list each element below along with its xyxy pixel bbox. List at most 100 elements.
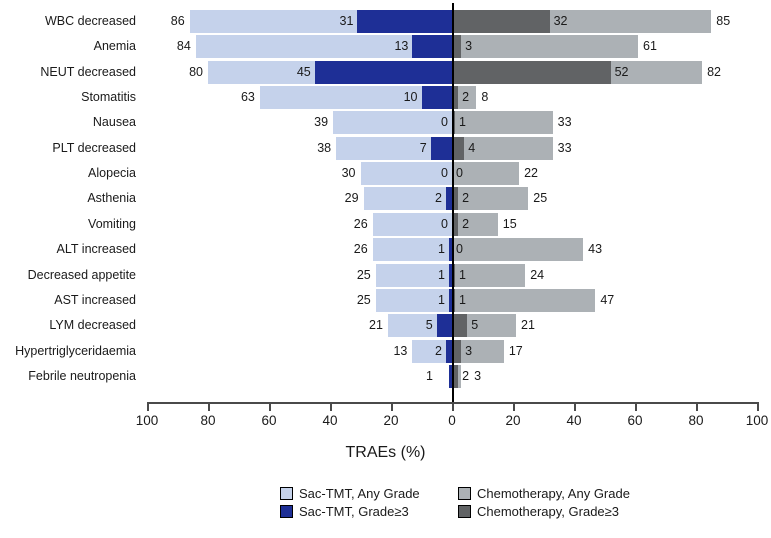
x-axis-tick-label: 100 (745, 413, 769, 428)
bar-chemo-any-grade (452, 86, 477, 110)
x-axis-title: TRAEs (%) (345, 444, 426, 461)
x-axis-tick (696, 404, 698, 411)
bar-chemo-grade3 (452, 314, 468, 338)
bar-sac-any-grade (363, 187, 452, 211)
bar-chemo-any-grade (452, 288, 596, 312)
category-label: WBC decreased (44, 14, 136, 28)
bar-chemo-any-grade (452, 187, 529, 211)
bar-chemo-grade3 (452, 212, 459, 236)
bar-chemo-grade3 (452, 35, 462, 59)
value-label-chemo-grade3: 3 (465, 39, 473, 54)
bar-sac-grade3 (357, 10, 452, 33)
x-axis-tick (391, 404, 393, 411)
category-label: NEUT decreased (40, 64, 136, 79)
value-label-chemo-grade3: 2 (462, 191, 470, 206)
x-axis-tick-label: 100 (135, 413, 159, 428)
x-axis-tick-label: 60 (627, 413, 643, 428)
x-axis-tick-label: 20 (505, 413, 521, 428)
legend-swatch-chemotherapy-any-grade (458, 487, 471, 500)
category-label: PLT decreased (52, 140, 136, 155)
category-label: Decreased appetite (27, 267, 136, 282)
bar-chemo-grade3 (452, 364, 459, 388)
x-axis-tick (574, 404, 576, 411)
value-label-chemo-any-grade: 25 (533, 191, 548, 206)
legend-swatch-sac-tmt-grade3 (280, 505, 293, 518)
value-label-chemo-any-grade: 8 (481, 90, 489, 105)
value-label-sac-any-grade: 29 (344, 191, 359, 206)
value-label-chemo-grade3: 1 (459, 292, 466, 307)
bar-sac-any-grade (375, 288, 452, 312)
value-label-sac-any-grade: 25 (356, 292, 371, 307)
bar-sac-grade3 (448, 364, 452, 388)
category-label: LYM decreased (49, 318, 136, 333)
value-label-chemo-grade3: 32 (553, 14, 568, 28)
category-label: Anemia (93, 39, 136, 54)
value-label-sac-grade3: 10 (403, 90, 418, 105)
category-label: AST increased (54, 292, 136, 307)
bar-chemo-any-grade (452, 162, 520, 186)
bar-chemo-any-grade (452, 35, 639, 59)
value-label-chemo-grade3: 2 (462, 216, 470, 231)
x-axis-tick-label: 40 (566, 413, 582, 428)
value-label-sac-any-grade: 25 (356, 267, 371, 282)
value-label-chemo-grade3: 4 (468, 140, 476, 155)
bar-chemo-grade3 (452, 86, 459, 110)
legend-swatch-chemotherapy-grade3 (458, 505, 471, 518)
x-axis-tick (147, 404, 149, 411)
value-label-sac-any-grade: 21 (369, 318, 383, 333)
bar-sac-grade3 (314, 60, 452, 84)
bar-chemo-grade3 (452, 263, 456, 287)
bar-sac-any-grade (336, 136, 452, 160)
x-axis-tick (635, 404, 637, 411)
bar-chemo-grade3 (452, 187, 459, 211)
category-label: Alopecia (88, 166, 136, 181)
value-label-sac-any-grade: 63 (240, 90, 255, 105)
legend: Sac-TMT, Any Grade Chemotherapy, Any Grad… (280, 485, 630, 520)
x-axis-tick (513, 404, 515, 411)
value-label-sac-grade3: 31 (339, 14, 354, 28)
x-axis-tick (208, 404, 210, 411)
bar-chemo-grade3 (452, 136, 465, 160)
value-label-sac-grade3: 1 (437, 267, 445, 282)
bar-sac-any-grade (333, 111, 452, 135)
x-axis-tick (757, 404, 759, 411)
bar-chemo-grade3 (452, 288, 456, 312)
legend-item-chemotherapy-grade3: Chemotherapy, Grade≥3 (458, 503, 630, 520)
value-label-chemo-any-grade: 33 (557, 140, 572, 155)
value-label-sac-any-grade: 13 (393, 343, 408, 358)
value-label-chemo-any-grade: 43 (588, 242, 603, 257)
bar-sac-any-grade (259, 86, 452, 110)
value-label-chemo-grade3: 52 (614, 64, 629, 79)
value-label-chemo-grade3: 3 (465, 343, 473, 358)
bar-chemo-any-grade (452, 263, 526, 287)
x-axis-tick (269, 404, 271, 411)
bar-sac-any-grade (372, 212, 452, 236)
value-label-sac-any-grade: 26 (353, 242, 368, 257)
bar-sac-any-grade (412, 339, 452, 363)
bar-sac-any-grade (372, 238, 452, 262)
value-label-sac-any-grade: 38 (317, 140, 332, 155)
bar-sac-grade3 (436, 314, 452, 338)
zero-axis-line (452, 3, 454, 402)
value-label-sac-any-grade: 84 (176, 39, 191, 54)
category-label: Stomatitis (81, 90, 136, 105)
value-label-chemo-any-grade: 22 (524, 166, 538, 181)
bar-chemo-any-grade (452, 111, 553, 135)
category-label: Nausea (92, 115, 136, 130)
bar-chemo-any-grade (452, 238, 584, 262)
bar-chemo-grade3 (452, 60, 611, 84)
value-label-sac-grade3: 2 (434, 191, 442, 206)
legend-label: Chemotherapy, Any Grade (477, 486, 630, 501)
value-label-chemo-any-grade: 47 (600, 292, 615, 307)
category-label: ALT increased (56, 242, 136, 257)
bar-sac-grade3 (448, 263, 452, 287)
value-label-sac-any-grade: 86 (170, 14, 185, 28)
value-label-chemo-any-grade: 82 (707, 64, 721, 79)
legend-label: Chemotherapy, Grade≥3 (477, 504, 620, 519)
value-label-chemo-any-grade: 33 (557, 115, 572, 130)
legend-label: Sac-TMT, Any Grade (299, 486, 420, 501)
bar-sac-any-grade (360, 162, 452, 186)
bar-chemo-any-grade (452, 314, 517, 338)
category-label: Asthenia (87, 191, 136, 206)
